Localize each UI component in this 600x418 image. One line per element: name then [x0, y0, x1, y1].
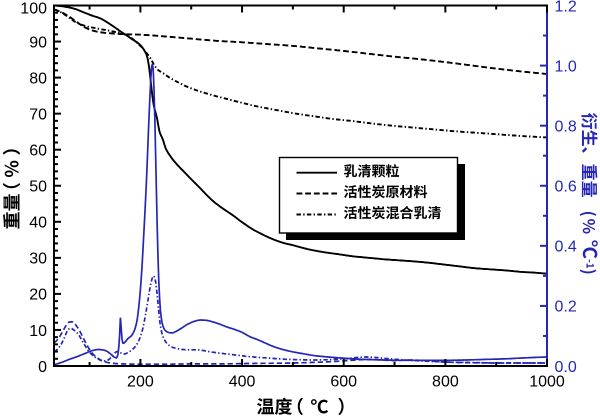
svg-text:1000: 1000 — [529, 373, 565, 390]
svg-text:800: 800 — [432, 373, 459, 390]
svg-text:600: 600 — [330, 373, 357, 390]
svg-text:50: 50 — [29, 179, 47, 196]
svg-text:0: 0 — [38, 359, 47, 376]
svg-text:10: 10 — [29, 323, 47, 340]
svg-text:1.2: 1.2 — [555, 0, 577, 15]
svg-text:30: 30 — [29, 251, 47, 268]
svg-text:0.6: 0.6 — [555, 179, 577, 196]
svg-text:60: 60 — [29, 143, 47, 160]
svg-text:1.0: 1.0 — [555, 58, 577, 75]
svg-text:0.8: 0.8 — [555, 119, 577, 136]
svg-text:20: 20 — [29, 287, 47, 304]
svg-text:400: 400 — [229, 373, 256, 390]
svg-text:0.4: 0.4 — [555, 239, 577, 256]
svg-text:0.0: 0.0 — [555, 359, 577, 376]
svg-text:0.2: 0.2 — [555, 299, 577, 316]
svg-text:200: 200 — [127, 373, 154, 390]
svg-text:40: 40 — [29, 215, 47, 232]
svg-text:90: 90 — [29, 34, 47, 51]
svg-text:100: 100 — [20, 0, 47, 17]
svg-text:70: 70 — [29, 107, 47, 124]
svg-text:80: 80 — [29, 70, 47, 87]
